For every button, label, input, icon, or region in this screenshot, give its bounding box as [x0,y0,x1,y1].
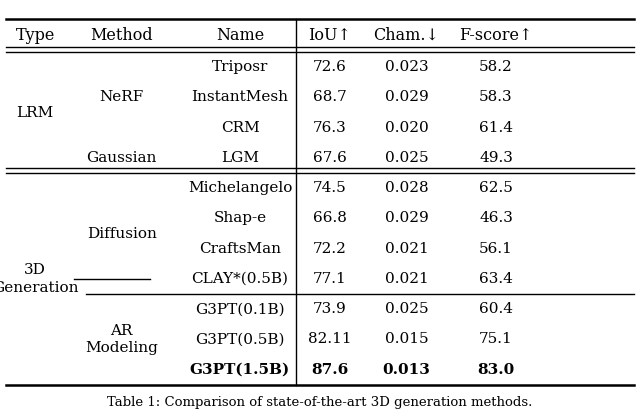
Text: Method: Method [90,27,153,44]
Text: Type: Type [15,27,55,44]
Text: 67.6: 67.6 [313,151,346,165]
Text: Shap-e: Shap-e [213,211,267,225]
Text: 72.6: 72.6 [313,60,346,74]
Text: 0.020: 0.020 [385,121,428,135]
Text: 63.4: 63.4 [479,272,513,286]
Text: 0.025: 0.025 [385,302,428,316]
Text: 0.029: 0.029 [385,90,428,104]
Text: G3PT(0.1B): G3PT(0.1B) [195,302,285,316]
Text: 0.021: 0.021 [385,242,428,256]
Text: 3D
Generation: 3D Generation [0,263,79,295]
Text: Name: Name [216,27,264,44]
Text: LGM: LGM [221,151,259,165]
Text: 0.025: 0.025 [385,151,428,165]
Text: 0.029: 0.029 [385,211,428,225]
Text: 82.11: 82.11 [308,332,351,347]
Text: 46.3: 46.3 [479,211,513,225]
Text: AR
Modeling: AR Modeling [85,324,158,355]
Text: 60.4: 60.4 [479,302,513,316]
Text: CLAY*(0.5B): CLAY*(0.5B) [191,272,289,286]
Text: 56.1: 56.1 [479,242,513,256]
Text: 61.4: 61.4 [479,121,513,135]
Text: 0.028: 0.028 [385,181,428,195]
Text: IoU↑: IoU↑ [308,27,351,44]
Text: 74.5: 74.5 [313,181,346,195]
Text: InstantMesh: InstantMesh [191,90,289,104]
Text: G3PT(0.5B): G3PT(0.5B) [195,332,285,347]
Text: 0.013: 0.013 [383,363,430,376]
Text: Cham.↓: Cham.↓ [374,27,439,44]
Text: Triposr: Triposr [212,60,268,74]
Text: 76.3: 76.3 [313,121,346,135]
Text: 58.2: 58.2 [479,60,513,74]
Text: Michelangelo: Michelangelo [188,181,292,195]
Text: G3PT(1.5B): G3PT(1.5B) [190,363,290,376]
Text: 58.3: 58.3 [479,90,513,104]
Text: F-score↑: F-score↑ [460,27,532,44]
Text: 49.3: 49.3 [479,151,513,165]
Text: 75.1: 75.1 [479,332,513,347]
Text: 87.6: 87.6 [311,363,348,376]
Text: LRM: LRM [17,106,54,119]
Text: Gaussian: Gaussian [86,151,157,165]
Text: 77.1: 77.1 [313,272,346,286]
Text: 0.021: 0.021 [385,272,428,286]
Text: 73.9: 73.9 [313,302,346,316]
Text: 66.8: 66.8 [313,211,346,225]
Text: 72.2: 72.2 [313,242,346,256]
Text: 0.015: 0.015 [385,332,428,347]
Text: CRM: CRM [221,121,259,135]
Text: 62.5: 62.5 [479,181,513,195]
Text: Diffusion: Diffusion [86,227,157,240]
Text: NeRF: NeRF [99,90,144,104]
Text: Table 1: Comparison of state-of-the-art 3D generation methods.: Table 1: Comparison of state-of-the-art … [108,396,532,409]
Text: 0.023: 0.023 [385,60,428,74]
Text: 83.0: 83.0 [477,363,515,376]
Text: 68.7: 68.7 [313,90,346,104]
Text: CraftsMan: CraftsMan [199,242,281,256]
